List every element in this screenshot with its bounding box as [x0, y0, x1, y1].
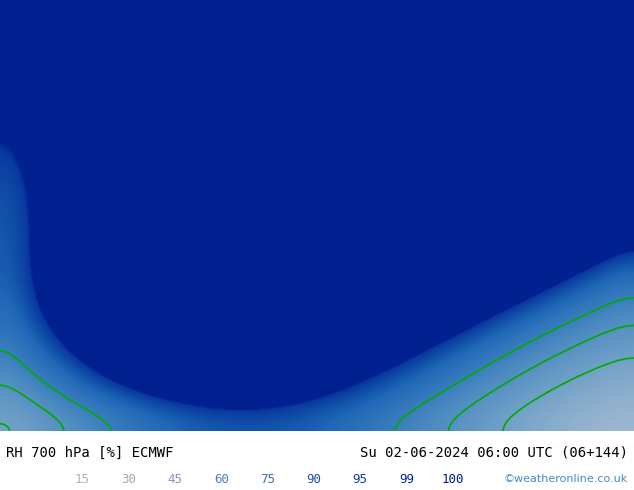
Text: 90: 90	[306, 473, 321, 486]
Text: 75: 75	[260, 473, 275, 486]
Text: 100: 100	[441, 473, 464, 486]
Text: RH 700 hPa [%] ECMWF: RH 700 hPa [%] ECMWF	[6, 446, 174, 460]
Text: ©weatheronline.co.uk: ©weatheronline.co.uk	[503, 474, 628, 485]
Text: 99: 99	[399, 473, 414, 486]
Text: 45: 45	[167, 473, 183, 486]
Text: Su 02-06-2024 06:00 UTC (06+144): Su 02-06-2024 06:00 UTC (06+144)	[359, 446, 628, 460]
Text: 95: 95	[353, 473, 368, 486]
Text: 30: 30	[121, 473, 136, 486]
Text: 60: 60	[214, 473, 229, 486]
Text: 15: 15	[75, 473, 90, 486]
